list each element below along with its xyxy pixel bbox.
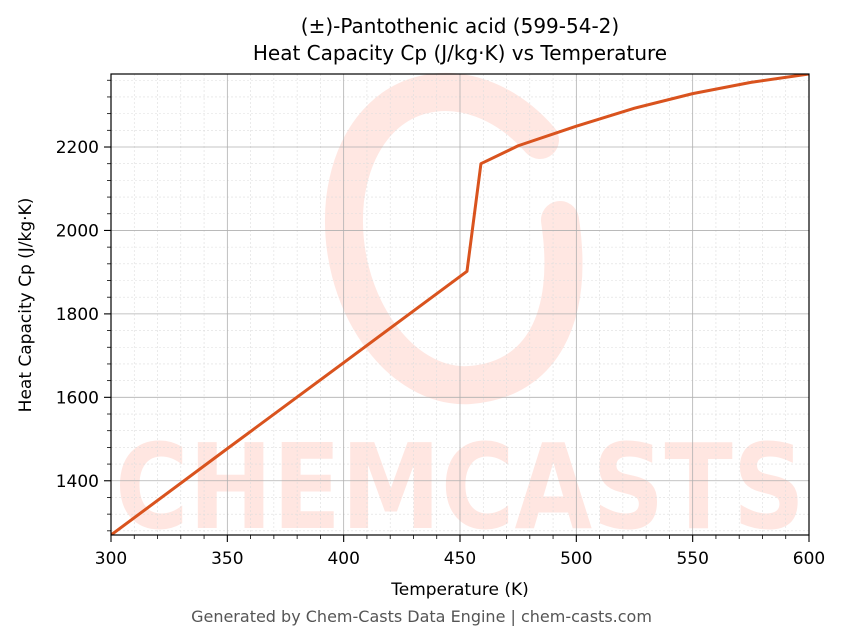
y-tick-label: 2000 bbox=[56, 221, 99, 241]
footer-credit: Generated by Chem-Casts Data Engine | ch… bbox=[191, 607, 652, 626]
y-tick-label: 1400 bbox=[56, 472, 99, 492]
watermark-swirl-icon bbox=[325, 73, 583, 405]
x-tick-label: 600 bbox=[793, 549, 825, 569]
x-tick-label: 400 bbox=[327, 549, 359, 569]
chart-subtitle: Heat Capacity Cp (J/kg·K) vs Temperature bbox=[253, 41, 667, 65]
series-line-heat-capacity bbox=[111, 74, 809, 535]
x-tick-label: 550 bbox=[676, 549, 708, 569]
x-axis-label: Temperature (K) bbox=[390, 580, 529, 600]
y-axis-label: Heat Capacity Cp (J/kg·K) bbox=[16, 198, 36, 413]
y-tick-label: 2200 bbox=[56, 138, 99, 158]
x-tick-label: 300 bbox=[95, 549, 127, 569]
y-tick-label: 1800 bbox=[56, 305, 99, 325]
x-tick-label: 350 bbox=[211, 549, 243, 569]
x-axis: 300 350 400 450 500 550 600 bbox=[95, 535, 825, 569]
x-tick-label: 500 bbox=[560, 549, 592, 569]
chart-title: (±)-Pantothenic acid (599-54-2) bbox=[301, 14, 619, 38]
y-axis: 1400 1600 1800 2000 2200 bbox=[56, 79, 111, 532]
y-tick-label: 1600 bbox=[56, 388, 99, 408]
x-tick-label: 450 bbox=[444, 549, 476, 569]
